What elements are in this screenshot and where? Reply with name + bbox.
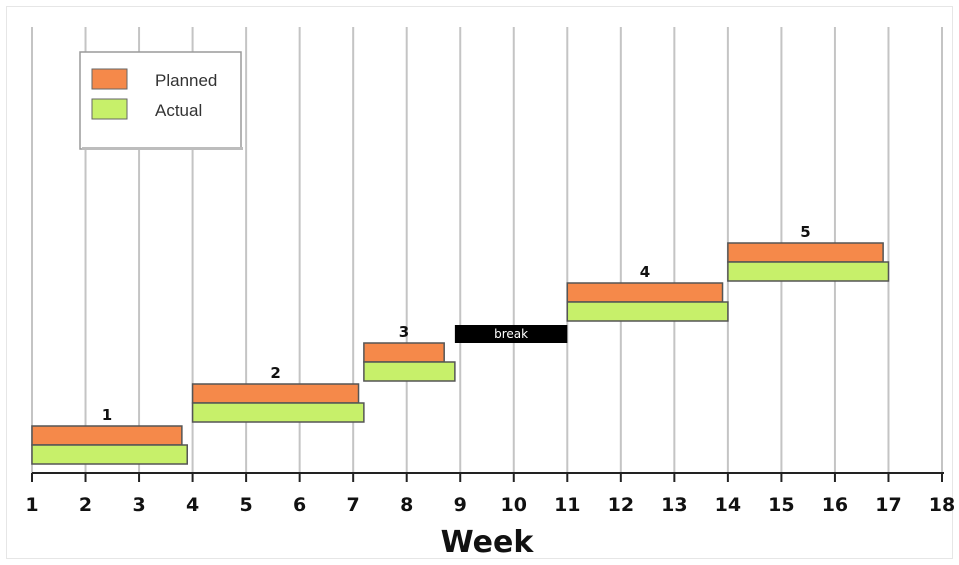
x-tick-label: 10	[501, 494, 527, 516]
phase-label: 4	[640, 263, 650, 281]
annotations: break	[454, 325, 568, 343]
x-tick-label: 18	[929, 494, 954, 516]
bar-planned	[566, 282, 724, 303]
phase-label: 2	[270, 364, 280, 382]
phase-label: 1	[102, 406, 112, 424]
legend-label: Planned	[155, 71, 217, 90]
x-axis: 1 2 3 4 5 6 7 8 9 10 11 12 13 14 15 16 17 18	[25, 472, 954, 516]
break-label: break	[494, 327, 528, 341]
x-tick-label: 16	[822, 494, 848, 516]
bar-planned	[363, 342, 445, 363]
x-tick-label: 13	[661, 494, 687, 516]
x-tick-label: 1	[25, 494, 38, 516]
x-tick-label: 9	[454, 494, 467, 516]
x-tick-label: 17	[875, 494, 901, 516]
x-tick-label: 11	[554, 494, 580, 516]
bar-actual	[363, 361, 456, 382]
bar-actual	[566, 301, 729, 322]
x-tick-label: 5	[240, 494, 253, 516]
x-tick-label: 4	[186, 494, 199, 516]
bar-planned	[727, 242, 884, 263]
break-bar	[454, 325, 568, 343]
bars	[31, 242, 890, 465]
legend-swatch	[91, 68, 128, 90]
bar-actual	[31, 444, 188, 465]
gantt-chart: 1 2 3 4 5 6 7 8 9 10 11 12 13 14 15 16 17 18 break 12345 …	[25, 27, 954, 560]
legend-swatch	[91, 98, 128, 120]
x-tick-label: 3	[132, 494, 145, 516]
phase-label: 3	[399, 323, 409, 341]
legend-shadow	[82, 147, 243, 150]
x-tick-label: 6	[293, 494, 306, 516]
legend: Planned Actual	[79, 51, 243, 150]
bar-actual	[191, 402, 365, 423]
x-tick-label: 8	[400, 494, 413, 516]
phase-labels: 1 2 3 4 5	[102, 223, 811, 424]
x-tick-label: 12	[608, 494, 634, 516]
x-tick-label: 14	[715, 494, 741, 516]
phase-label: 5	[800, 223, 810, 241]
bar-planned	[191, 383, 360, 404]
x-tick-label: 2	[79, 494, 92, 516]
bar-planned	[31, 425, 183, 446]
legend-label: Actual	[155, 101, 202, 120]
x-tick-label: 15	[768, 494, 794, 516]
bar-actual	[727, 261, 890, 282]
x-tick-label: 7	[347, 494, 360, 516]
x-axis-label: Week	[441, 525, 535, 560]
